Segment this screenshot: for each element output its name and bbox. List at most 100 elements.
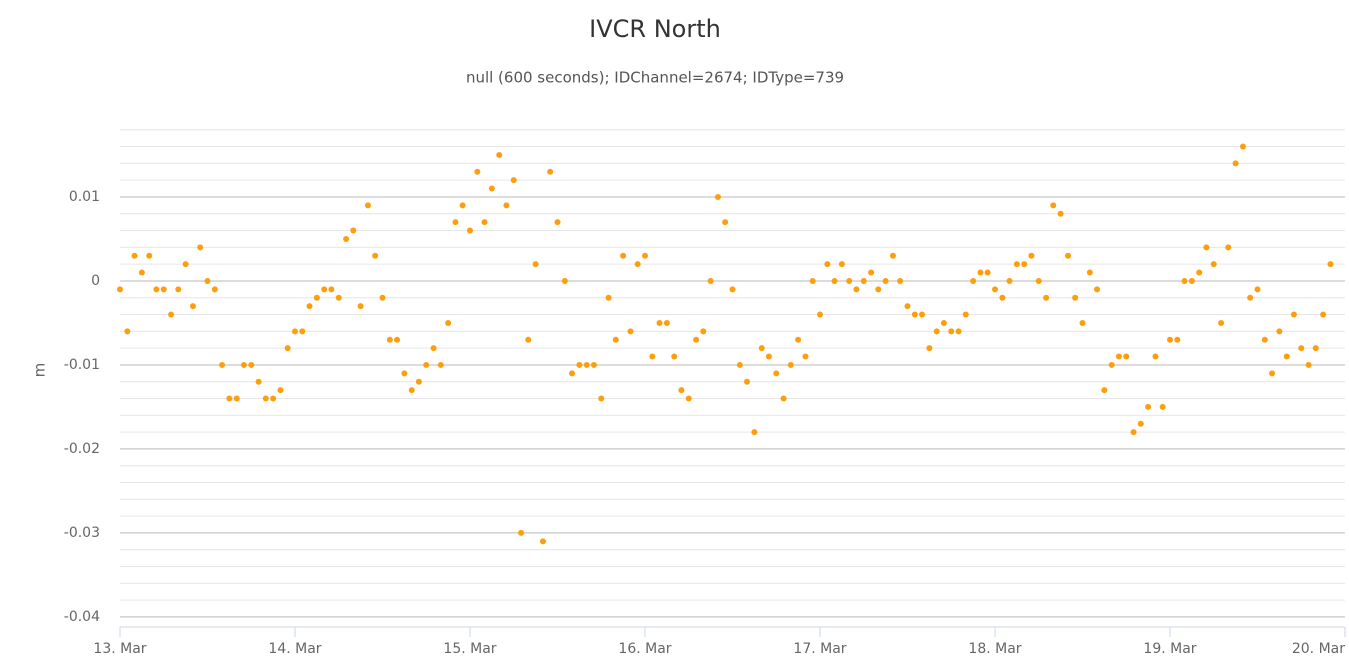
point	[372, 252, 379, 259]
point	[189, 303, 196, 310]
point	[255, 378, 262, 385]
point	[430, 345, 437, 352]
point	[561, 277, 568, 284]
point	[787, 361, 794, 368]
point	[1130, 429, 1137, 436]
point	[415, 378, 422, 385]
point	[117, 286, 123, 293]
point	[131, 252, 138, 259]
point	[211, 286, 218, 293]
point	[233, 395, 240, 402]
point	[919, 311, 926, 318]
point	[437, 361, 444, 368]
point	[357, 303, 364, 310]
point	[693, 336, 700, 343]
point	[335, 294, 342, 301]
point	[940, 319, 947, 326]
point	[590, 361, 597, 368]
point	[467, 227, 473, 234]
point	[904, 303, 911, 310]
point	[714, 193, 721, 200]
point	[532, 261, 539, 268]
point	[1181, 277, 1188, 284]
point	[984, 269, 991, 276]
y-axis-title: m	[31, 363, 49, 378]
point	[598, 395, 605, 402]
point	[846, 277, 853, 284]
point	[350, 227, 357, 234]
point	[765, 353, 772, 360]
point	[408, 387, 415, 394]
point	[1174, 336, 1181, 343]
point	[270, 395, 277, 402]
point	[977, 269, 984, 276]
point	[299, 328, 306, 335]
point	[1196, 269, 1203, 276]
point	[656, 319, 663, 326]
x-tick-label: 15. Mar	[443, 641, 496, 657]
point	[1225, 244, 1232, 251]
point	[459, 202, 466, 209]
chart-subtitle: null (600 seconds); IDChannel=2674; IDTy…	[466, 69, 844, 87]
point	[1283, 353, 1290, 360]
point	[802, 353, 809, 360]
point	[948, 328, 955, 335]
point	[1203, 244, 1210, 251]
point	[138, 269, 145, 276]
point	[1101, 387, 1108, 394]
point	[1035, 277, 1042, 284]
point	[1188, 277, 1195, 284]
point	[700, 328, 707, 335]
point	[386, 336, 393, 343]
point	[1261, 336, 1268, 343]
point	[1167, 336, 1173, 343]
point	[248, 361, 255, 368]
point	[1247, 294, 1254, 301]
point	[744, 378, 751, 385]
point	[773, 370, 780, 377]
point	[1269, 370, 1276, 377]
point	[1115, 353, 1122, 360]
point	[729, 286, 736, 293]
y-tick-label: 0	[91, 273, 100, 289]
point	[838, 261, 845, 268]
point	[1086, 269, 1093, 276]
point	[569, 370, 576, 377]
point	[685, 395, 692, 402]
point	[1013, 261, 1020, 268]
point	[481, 219, 488, 226]
point	[1050, 202, 1057, 209]
point	[284, 345, 291, 352]
point	[933, 328, 940, 335]
point	[576, 361, 583, 368]
point	[634, 261, 641, 268]
point	[160, 286, 167, 293]
point	[1210, 261, 1217, 268]
point	[868, 269, 875, 276]
point	[1312, 345, 1319, 352]
point	[153, 286, 160, 293]
point	[1327, 261, 1334, 268]
point	[423, 361, 430, 368]
point	[1123, 353, 1130, 360]
point	[1276, 328, 1283, 335]
point	[962, 311, 969, 318]
point	[1064, 252, 1071, 259]
point	[226, 395, 233, 402]
x-tick-label: 13. Mar	[93, 641, 146, 657]
point	[306, 303, 313, 310]
point	[277, 387, 284, 394]
x-tick-label: 19. Mar	[1143, 641, 1196, 657]
point	[736, 361, 743, 368]
point	[809, 277, 816, 284]
point	[889, 252, 896, 259]
point	[518, 529, 525, 536]
point	[503, 202, 510, 209]
point	[678, 387, 685, 394]
point	[583, 361, 590, 368]
point	[1152, 353, 1159, 360]
y-tick-label: 0.01	[69, 189, 100, 205]
point	[649, 353, 656, 360]
point	[364, 202, 371, 209]
